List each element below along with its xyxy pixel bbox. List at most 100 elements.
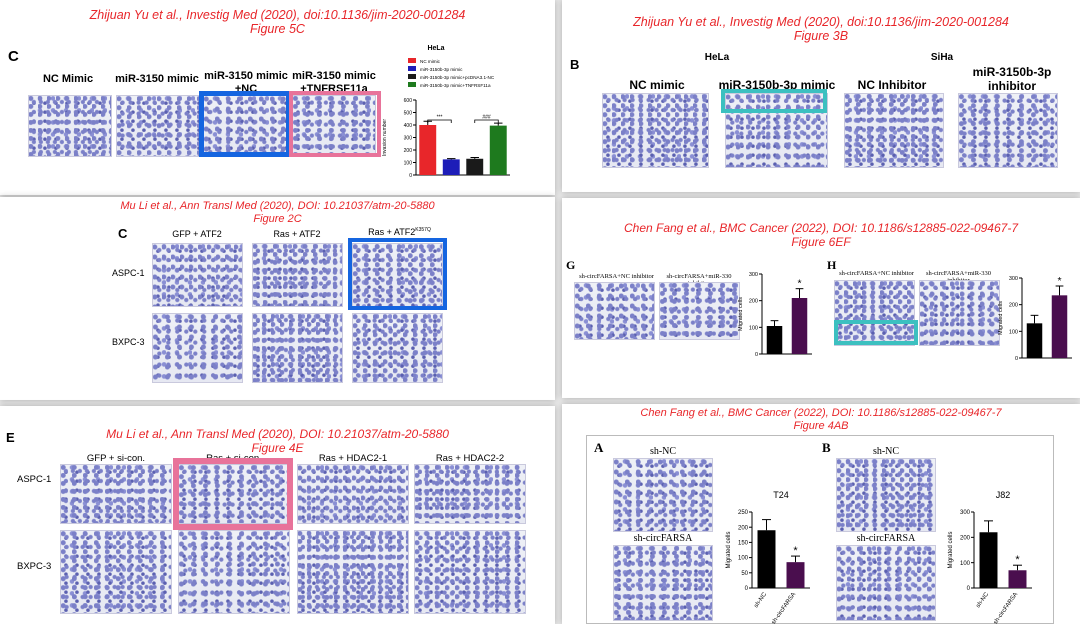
citation: Chen Fang et al., BMC Cancer (2022), DOI… (562, 407, 1080, 432)
significance-bracket (427, 119, 452, 123)
bar (757, 530, 776, 588)
micrograph[interactable] (352, 243, 443, 307)
y-tick-label: 0 (745, 586, 749, 592)
micrograph[interactable] (414, 530, 526, 614)
y-tick-label: 250 (738, 510, 749, 516)
significance-bracket (474, 119, 499, 123)
y-axis-label: Migrated cells (948, 531, 954, 568)
image-label: sh-NC (649, 446, 677, 457)
micrograph[interactable] (602, 93, 709, 168)
column-label-text: Ras + ATF2 (368, 227, 416, 237)
micrograph[interactable] (574, 282, 655, 340)
column-label: miR-3150 mimic (115, 73, 199, 85)
y-tick-label: 100 (749, 325, 758, 331)
micrograph[interactable] (60, 530, 172, 614)
chart-title: HeLa (427, 45, 444, 52)
y-tick-label: 0 (755, 352, 758, 358)
micrograph[interactable] (152, 313, 243, 383)
micrograph[interactable] (28, 95, 112, 157)
y-tick-label: 100 (738, 556, 749, 562)
figure-card-3b[interactable]: Zhijuan Yu et al., Investig Med (2020), … (562, 0, 1080, 192)
column-label: miR-3150b-3p mimic (718, 78, 836, 92)
column-label: miR-3150b-3p inhibitor (972, 65, 1052, 93)
figure-number: Figure 3B (793, 29, 849, 44)
micrograph[interactable] (116, 95, 200, 157)
image-label: sh-circFARSA (633, 533, 693, 544)
micrograph[interactable] (414, 464, 526, 524)
y-tick-label: 200 (738, 525, 749, 531)
panel-label: C (8, 48, 19, 65)
row-label: BXPC-3 (112, 337, 145, 347)
y-tick-label: 500 (404, 110, 413, 116)
bar-chart-invasion: 0 100 200 300 400 500 600 Invasion number HeLa NC… (382, 45, 510, 179)
x-tick-label: sh-NC (975, 591, 990, 609)
bar (791, 298, 808, 354)
significance-label: ### (482, 115, 491, 121)
micrograph[interactable] (725, 93, 828, 168)
chart-title: T24 (773, 490, 789, 500)
y-tick-label: 150 (738, 541, 749, 547)
bar (442, 159, 460, 175)
y-axis-label: Migrated cells (738, 297, 744, 331)
chart-title: J82 (996, 490, 1011, 500)
citation: Mu Li et al., Ann Transl Med (2020), DOI… (0, 200, 555, 225)
panel-label: E (6, 430, 15, 445)
y-tick-label: 600 (404, 98, 413, 104)
bar (1026, 323, 1043, 358)
micrograph[interactable] (659, 282, 740, 340)
legend-swatch (408, 66, 416, 71)
micrograph[interactable] (844, 93, 944, 168)
panel-label: B (570, 57, 580, 72)
micrograph[interactable] (836, 545, 936, 621)
legend-label: NC mimic (420, 59, 441, 64)
figure-card-4e[interactable]: Mu Li et al., Ann Transl Med (2020), DOI… (0, 406, 555, 624)
row-label: ASPC-1 (112, 268, 145, 278)
x-tick-label: sh-NC (753, 591, 768, 609)
panel-label: G (566, 258, 576, 272)
column-label: GFP + si-con. (86, 453, 146, 464)
micrograph[interactable] (958, 93, 1058, 168)
micrograph[interactable] (252, 243, 343, 307)
micrograph[interactable] (613, 458, 713, 532)
panel-label: C (118, 226, 128, 241)
x-tick-label: sh-circFARSA (771, 592, 797, 624)
y-tick-label: 200 (960, 535, 971, 541)
y-tick-label: 200 (404, 148, 413, 154)
micrograph[interactable] (252, 313, 343, 383)
column-label: Ras + HDAC2-2 (435, 453, 505, 464)
micrograph[interactable] (834, 280, 915, 346)
citation: Chen Fang et al., BMC Cancer (2022), DOI… (562, 221, 1080, 250)
micrograph[interactable] (152, 243, 243, 307)
bar-chart-j82: 0 100 200 300 sh-NC sh-circFARSA Migrated cell… (948, 490, 1032, 624)
figure-card-4ab[interactable]: Chen Fang et al., BMC Cancer (2022), DOI… (562, 404, 1080, 624)
figure-number: Figure 4E (251, 440, 304, 455)
micrograph[interactable] (352, 313, 443, 383)
bar-chart-t24: 0 50 100 150 200 250 sh-NC sh-circFARSA Migrated… (726, 490, 810, 624)
legend-swatch (408, 58, 416, 63)
citation: Zhijuan Yu et al., Investig Med (2020), … (0, 8, 555, 37)
figure-card-2c[interactable]: Mu Li et al., Ann Transl Med (2020), DOI… (0, 197, 555, 400)
figure-card-6ef[interactable]: Chen Fang et al., BMC Cancer (2022), DOI… (562, 198, 1080, 398)
bar (1051, 295, 1068, 358)
micrograph[interactable] (178, 464, 290, 524)
micrograph[interactable] (919, 280, 1000, 346)
micrograph[interactable] (297, 530, 409, 614)
micrograph[interactable] (297, 464, 409, 524)
legend-label: miR-3150b-3p mimic (420, 67, 463, 72)
citation-line: Zhijuan Yu et al., Investig Med (2020), … (89, 8, 466, 22)
bar-chart-migrated-h: 0 100 200 300 Migrated cells * (998, 275, 1072, 362)
y-axis-label: Invasion number (382, 119, 388, 156)
figure-card-5c[interactable]: Zhijuan Yu et al., Investig Med (2020), … (0, 0, 555, 195)
micrograph[interactable] (178, 530, 290, 614)
highlight-frame-blue (348, 238, 447, 310)
legend-swatch (408, 82, 416, 87)
micrograph[interactable] (60, 464, 172, 524)
column-label: NC Inhibitor (857, 78, 927, 92)
micrograph[interactable] (836, 458, 936, 532)
highlight-frame-pink (289, 91, 381, 157)
bar (1008, 570, 1027, 588)
panel-label: B (822, 440, 831, 455)
figure-number: Figure 6EF (791, 234, 851, 249)
micrograph[interactable] (613, 545, 713, 621)
citation-line: Chen Fang et al., BMC Cancer (2022), DOI… (640, 407, 1002, 419)
